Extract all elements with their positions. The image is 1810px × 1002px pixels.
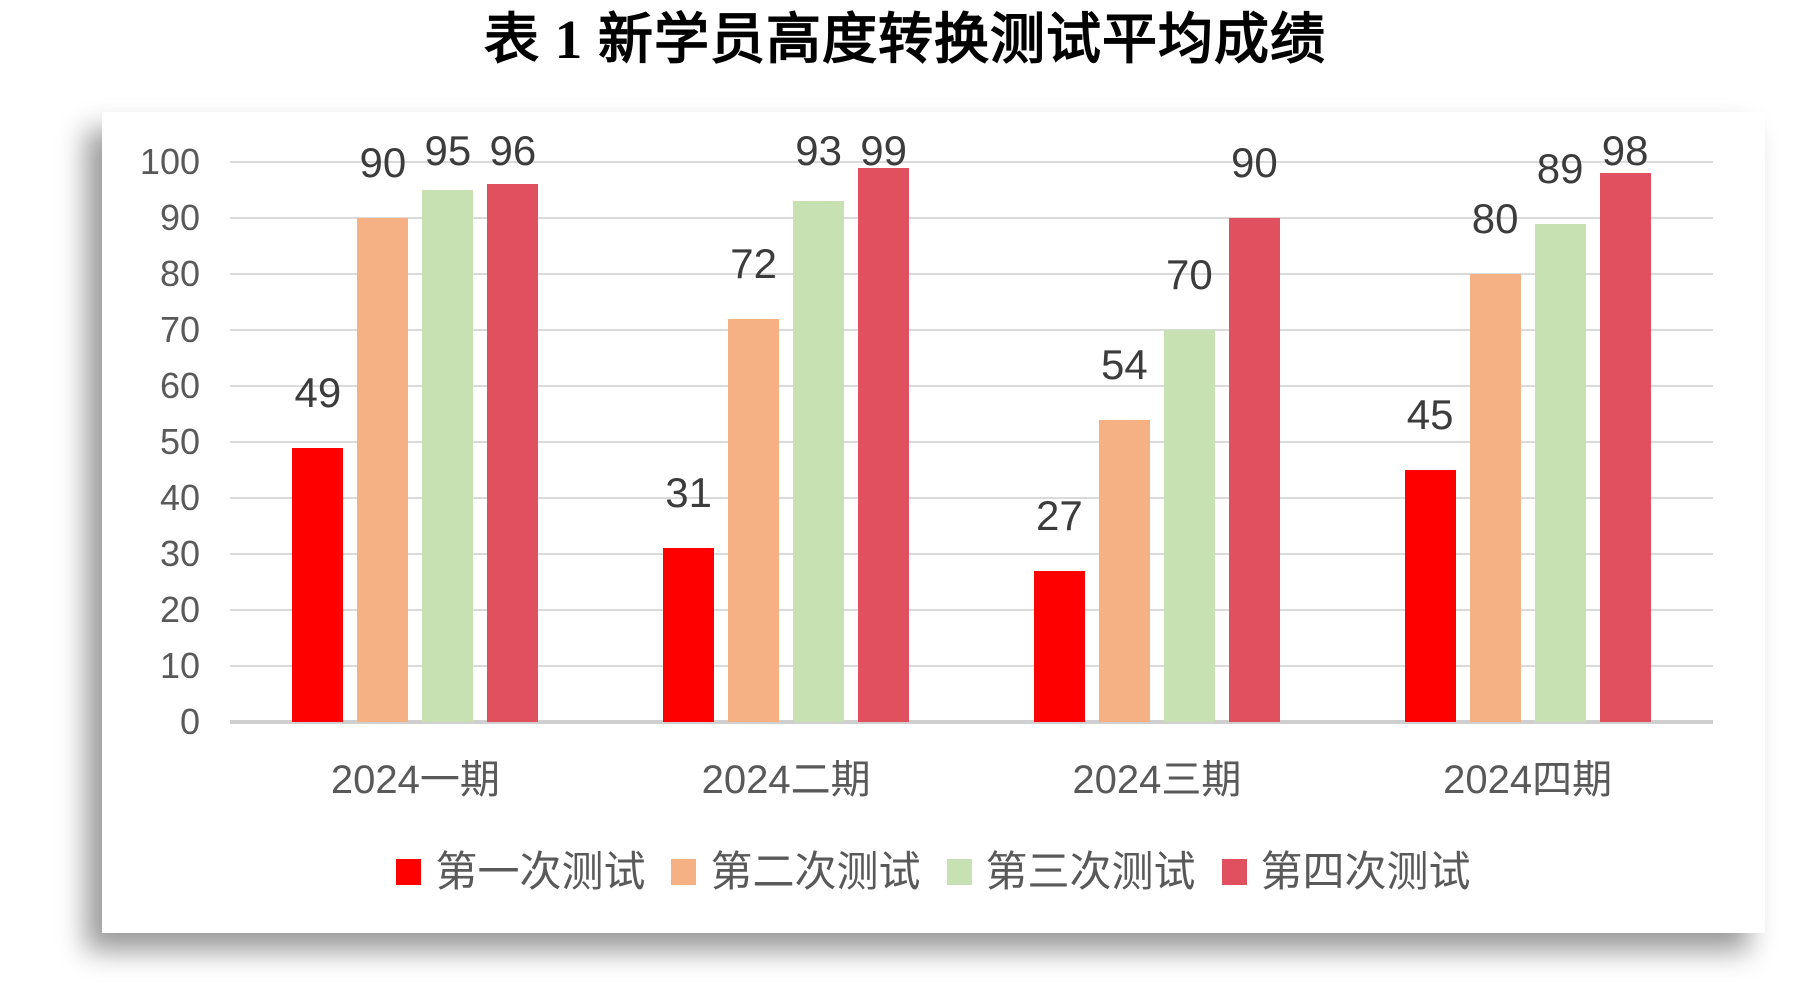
bar-data-label: 80: [1471, 195, 1519, 242]
x-axis-category-label: 2024三期: [1072, 758, 1242, 802]
bar-data-label: 93: [795, 127, 842, 174]
bar-data-label: 72: [730, 239, 777, 287]
legend: 第一次测试 第二次测试 第三次测试 第四次测试: [102, 850, 1765, 894]
bar-data-label: 31: [665, 469, 712, 517]
bar-data-label: 45: [1406, 391, 1454, 438]
legend-swatch: [1221, 859, 1247, 885]
y-axis-tick-label: 80: [159, 253, 200, 294]
legend-label: 第三次测试: [985, 848, 1196, 895]
gridline: [230, 385, 1713, 387]
chart-title: 表 1 新学员高度转换测试平均成绩: [483, 9, 1326, 70]
x-axis-category-label: 2024二期: [701, 758, 871, 802]
legend-label: 第一次测试: [435, 848, 646, 895]
legend-swatch: [946, 859, 972, 885]
gridline: [230, 665, 1713, 667]
legend-item: 第三次测试: [946, 848, 1196, 895]
y-axis-tick-label: 10: [159, 645, 200, 686]
bar-data-label: 70: [1166, 251, 1213, 298]
gridline: [230, 329, 1713, 331]
y-axis-tick-label: 0: [179, 701, 200, 742]
bar: [1534, 223, 1586, 722]
legend-item: 第四次测试: [1221, 848, 1471, 895]
y-axis-tick-label: 100: [139, 141, 200, 182]
bar: [1098, 419, 1150, 722]
bar: [663, 548, 715, 722]
gridline: [230, 441, 1713, 443]
bar-data-label: 89: [1536, 144, 1584, 192]
bar: [1599, 173, 1651, 722]
bar: [858, 167, 910, 722]
y-axis-tick-label: 40: [159, 477, 200, 518]
y-axis-tick-label: 60: [159, 365, 200, 406]
legend-swatch: [671, 859, 697, 885]
bar-data-label: 98: [1601, 127, 1649, 174]
bar: [1469, 274, 1521, 722]
gridline: [230, 553, 1713, 555]
x-axis-line: [230, 720, 1713, 724]
bar-data-label: 49: [294, 368, 342, 416]
bar: [793, 201, 845, 722]
bar-data-label: 96: [489, 127, 537, 174]
x-axis-category-label: 2024四期: [1443, 758, 1613, 802]
x-axis-category-label: 2024一期: [330, 758, 500, 802]
y-axis-tick-label: 70: [159, 309, 200, 350]
chart-panel: 0 10 20 30 40 50 60 70 80 90 100 49 31 27 45 90 72 54 80 95…: [102, 112, 1765, 933]
gridline: [230, 217, 1713, 219]
legend-swatch: [396, 859, 422, 885]
legend-label: 第四次测试: [1260, 848, 1471, 895]
bar-data-label: 99: [860, 127, 907, 174]
legend-label: 第二次测试: [710, 848, 921, 895]
gridline: [230, 497, 1713, 499]
y-axis-tick-label: 50: [159, 421, 200, 462]
gridline: [230, 273, 1713, 275]
bar: [1033, 570, 1085, 722]
bar: [1163, 330, 1215, 722]
gridline: [230, 161, 1713, 163]
bar: [728, 318, 780, 722]
bar: [1404, 470, 1456, 722]
bar: [357, 218, 409, 722]
bar-data-label: 27: [1036, 491, 1083, 539]
bar-data-label: 90: [359, 139, 407, 186]
y-axis-tick-label: 20: [159, 589, 200, 630]
bar-data-label: 54: [1101, 340, 1148, 388]
bar: [422, 190, 474, 722]
bar: [487, 184, 539, 722]
gridline: [230, 609, 1713, 611]
bar: [292, 447, 344, 722]
legend-item: 第一次测试: [396, 850, 645, 894]
bar-data-label: 95: [424, 127, 472, 174]
bar: [1228, 218, 1280, 722]
bar-data-label: 90: [1231, 139, 1278, 186]
y-axis-tick-label: 90: [159, 197, 200, 238]
y-axis-tick-label: 30: [159, 533, 200, 574]
legend-item: 第二次测试: [671, 848, 921, 895]
